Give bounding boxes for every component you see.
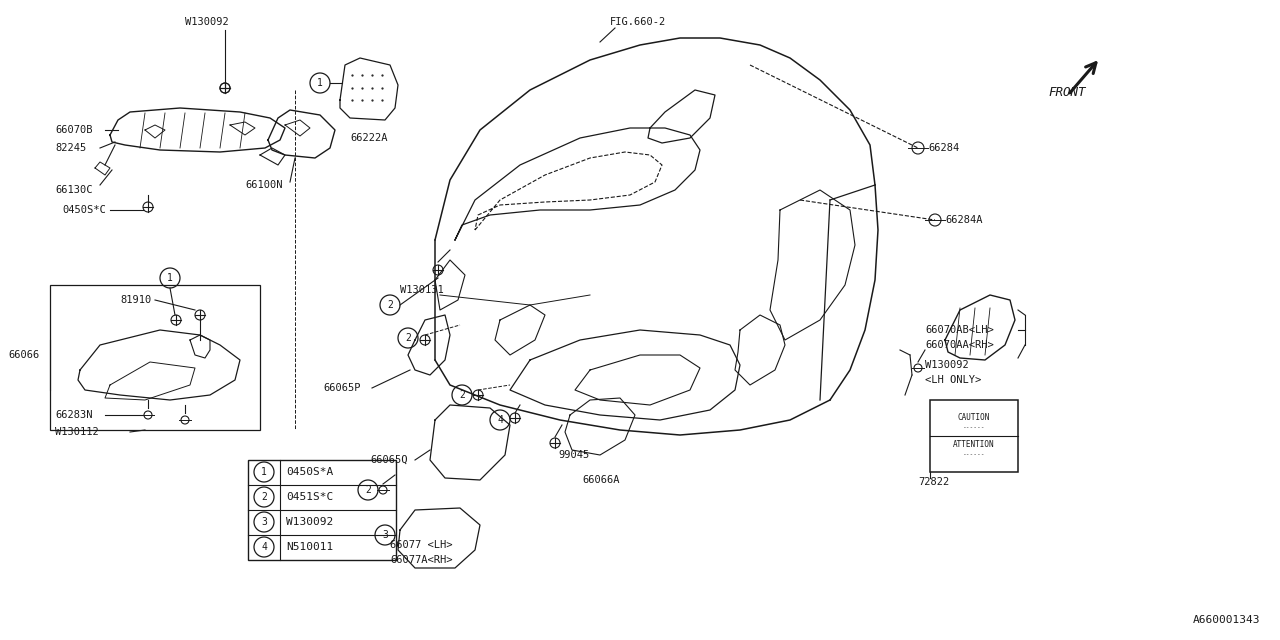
Text: N510011: N510011 (285, 542, 333, 552)
Text: 66284A: 66284A (945, 215, 983, 225)
Text: 66283N: 66283N (55, 410, 92, 420)
Bar (248, 460, 396, 560)
Text: FIG.660-2: FIG.660-2 (611, 17, 667, 27)
Text: 4: 4 (497, 415, 503, 425)
Text: W130092: W130092 (285, 517, 333, 527)
Text: CAUTION: CAUTION (957, 413, 991, 422)
Text: ------: ------ (963, 452, 986, 457)
Text: 66077 <LH>: 66077 <LH> (390, 540, 453, 550)
Text: 66065Q: 66065Q (370, 455, 407, 465)
Text: 66077A<RH>: 66077A<RH> (390, 555, 453, 565)
Text: W130131: W130131 (399, 285, 444, 295)
Text: 66222A: 66222A (349, 133, 388, 143)
Bar (931, 400, 1018, 472)
Text: 1: 1 (168, 273, 173, 283)
Text: 2: 2 (404, 333, 411, 343)
Text: 0450S*C: 0450S*C (61, 205, 106, 215)
Text: 66070B: 66070B (55, 125, 92, 135)
Text: FRONT: FRONT (1048, 86, 1085, 99)
Text: 66284: 66284 (928, 143, 959, 153)
Text: 2: 2 (261, 492, 268, 502)
Text: W130092: W130092 (186, 17, 229, 27)
Text: 66066A: 66066A (582, 475, 620, 485)
Text: W130092: W130092 (925, 360, 969, 370)
Text: 3: 3 (261, 517, 268, 527)
Text: 0450S*A: 0450S*A (285, 467, 333, 477)
Text: 66070AB<LH>: 66070AB<LH> (925, 325, 993, 335)
Text: ATTENTION: ATTENTION (954, 440, 995, 449)
Text: 2: 2 (387, 300, 393, 310)
Text: 66100N: 66100N (244, 180, 283, 190)
Text: 3: 3 (381, 530, 388, 540)
Text: 99045: 99045 (558, 450, 589, 460)
Text: <LH ONLY>: <LH ONLY> (925, 375, 982, 385)
Text: 1: 1 (317, 78, 323, 88)
Text: 66065P: 66065P (323, 383, 361, 393)
Text: 66130C: 66130C (55, 185, 92, 195)
Text: 66070AA<RH>: 66070AA<RH> (925, 340, 993, 350)
Bar (50, 285, 260, 430)
Text: 82245: 82245 (55, 143, 86, 153)
Text: 0451S*C: 0451S*C (285, 492, 333, 502)
Text: 2: 2 (460, 390, 465, 400)
Text: W130112: W130112 (55, 427, 99, 437)
Text: 66066: 66066 (8, 350, 40, 360)
Text: 72822: 72822 (918, 477, 950, 487)
Text: A660001343: A660001343 (1193, 615, 1260, 625)
Text: 81910: 81910 (120, 295, 151, 305)
Text: 2: 2 (365, 485, 371, 495)
Text: ------: ------ (963, 425, 986, 430)
Text: 1: 1 (261, 467, 268, 477)
Text: 4: 4 (261, 542, 268, 552)
